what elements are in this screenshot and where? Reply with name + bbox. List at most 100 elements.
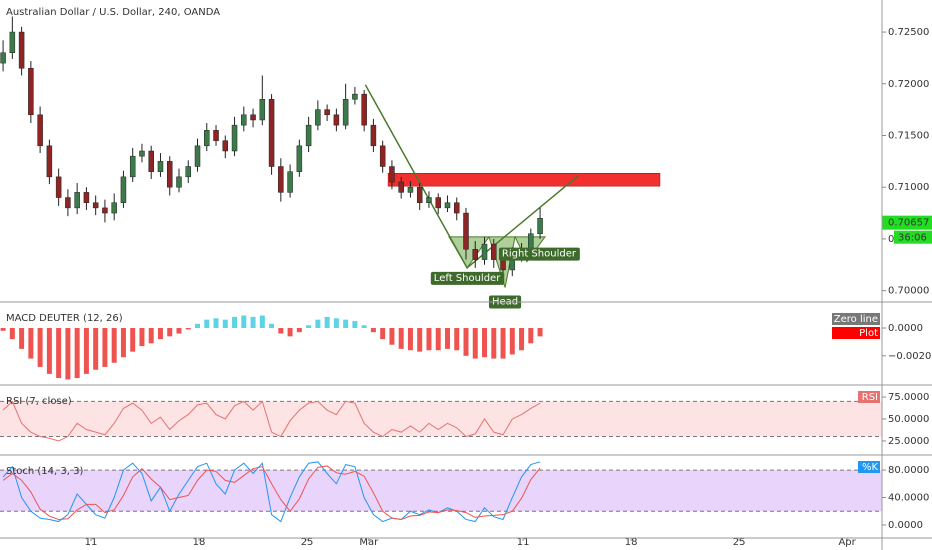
histogram-bar [167, 328, 173, 337]
histogram-bar [130, 328, 136, 352]
histogram-bar [343, 319, 349, 329]
last-price-badge [882, 215, 932, 230]
candle-body [102, 207, 108, 214]
histogram-bar [500, 328, 506, 359]
pane-title: Stoch (14, 3, 3) [6, 466, 83, 477]
legend-badge [832, 327, 880, 339]
candle-body [222, 140, 229, 152]
candle-body [426, 197, 432, 203]
legend-label: Zero line [834, 314, 878, 325]
candle-body [268, 99, 275, 167]
histogram-bar [120, 328, 126, 358]
x-tick-label: 18 [193, 537, 206, 548]
candle-body [370, 124, 377, 147]
histogram-bar [463, 328, 469, 356]
candle-body [55, 176, 62, 198]
countdown-label: 36:06 [898, 233, 927, 244]
resistance-zone [387, 172, 661, 187]
pattern-label: Right Shoulder [498, 247, 580, 261]
histogram-bar [269, 323, 275, 329]
candle-body [231, 124, 238, 152]
candle-body [389, 166, 395, 183]
indicator-line [2, 461, 541, 523]
legend-badge [858, 391, 880, 403]
candle-body [398, 181, 404, 193]
histogram-bar [324, 316, 330, 329]
candle-body [296, 145, 303, 172]
candle-body [491, 243, 497, 260]
y-tick-label: 25.0000 [888, 436, 929, 447]
histogram-bar [426, 328, 432, 351]
band-fill [0, 470, 882, 512]
candle-body [444, 202, 451, 209]
histogram-bar [46, 328, 52, 374]
legend-label: RSI [862, 392, 878, 403]
candle-body [185, 166, 192, 178]
histogram-bar [204, 319, 210, 329]
candle-body [28, 68, 34, 116]
candle-body [278, 166, 284, 193]
histogram-bar [454, 328, 460, 351]
pattern-label: Left Shoulder [430, 271, 505, 285]
histogram-bar [259, 315, 265, 329]
candle-body [333, 114, 340, 126]
candle-body [324, 109, 330, 116]
histogram-bar [19, 328, 25, 349]
y-tick-label: −0.0020 [888, 351, 931, 362]
legend-label: %K [862, 462, 879, 473]
histogram-bar [148, 328, 154, 344]
histogram-bar [389, 328, 395, 345]
candle-body [83, 192, 90, 203]
histogram-bar [195, 323, 201, 329]
legend-badge [858, 461, 880, 473]
countdown-badge [894, 230, 932, 244]
candle-body [157, 161, 164, 172]
histogram-bar [185, 328, 191, 330]
candle-body [241, 114, 247, 126]
y-tick-label: 0.71500 [888, 130, 929, 141]
histogram-bar [111, 328, 117, 363]
last-price-label: 0.70657 [888, 218, 929, 229]
candle-body [453, 202, 460, 214]
pane-title: RSI (7, close) [6, 396, 72, 407]
histogram-bar [213, 318, 219, 329]
candle-body [463, 212, 469, 250]
candle-body [74, 192, 80, 209]
x-tick-label: 11 [517, 537, 530, 548]
histogram-bar [0, 328, 6, 331]
candle-body [287, 171, 293, 193]
histogram-bar [306, 325, 312, 329]
histogram-bar [65, 328, 71, 380]
histogram-bar [370, 328, 376, 333]
candle-body [37, 114, 43, 147]
x-tick-label: Apr [838, 537, 856, 548]
histogram-bar [102, 328, 108, 367]
y-tick-label: 80.0000 [888, 465, 929, 476]
candle-body [9, 31, 16, 53]
pattern-line [364, 84, 579, 270]
y-tick-label: 50.0000 [888, 414, 929, 425]
x-tick-label: 18 [625, 537, 638, 548]
histogram-bar [9, 328, 15, 340]
histogram-bar [222, 319, 228, 329]
y-tick-label: 0.72500 [888, 27, 929, 38]
histogram-bar [74, 328, 80, 379]
candle-body [305, 124, 312, 147]
candle-body [139, 150, 145, 157]
pattern-label-box [430, 271, 505, 285]
band-fill [0, 401, 882, 437]
x-tick-label: Mar [359, 537, 379, 548]
histogram-bar [509, 328, 515, 355]
histogram-bar [241, 315, 247, 329]
y-tick-label: 0.0000 [888, 323, 923, 334]
histogram-bar [519, 328, 525, 351]
histogram-bar [472, 328, 478, 359]
candle-body [129, 155, 136, 178]
candle-body [176, 176, 182, 188]
histogram-bar [157, 328, 163, 340]
y-tick-label: 0.70000 [888, 286, 929, 297]
histogram-bar [417, 328, 423, 352]
pane-title: Australian Dollar / U.S. Dollar, 240, OA… [6, 7, 220, 18]
